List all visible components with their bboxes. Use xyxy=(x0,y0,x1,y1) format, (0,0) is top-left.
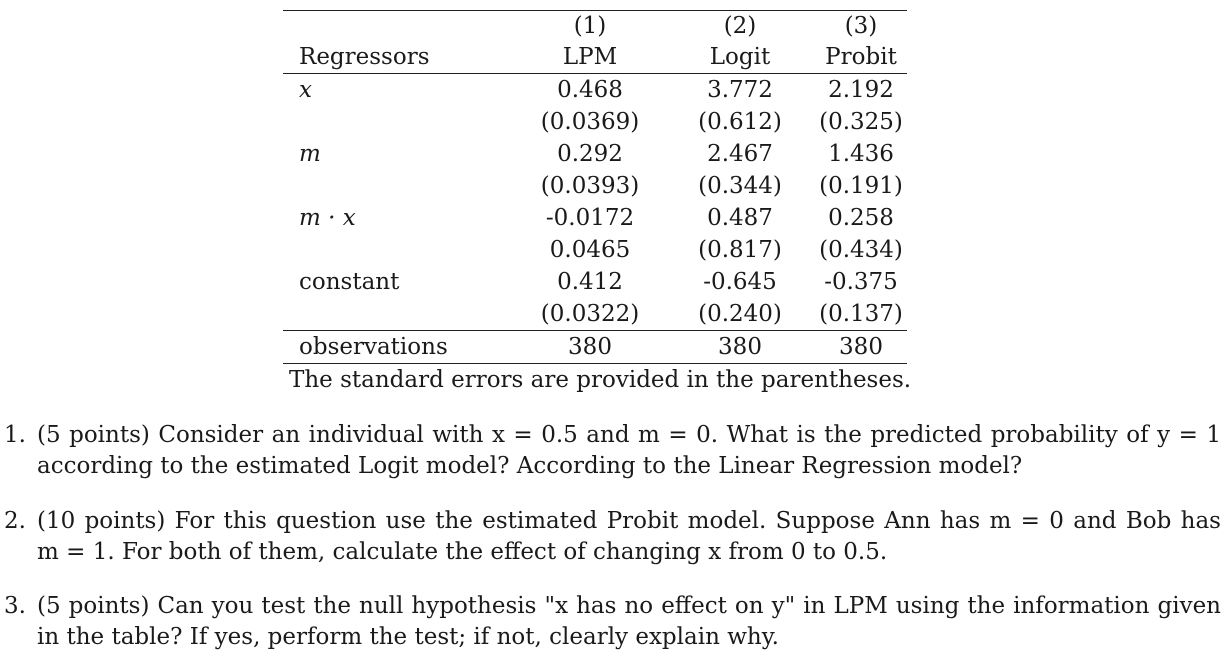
col-number-1: (1) xyxy=(515,10,665,42)
coef-cell: 0.258 xyxy=(828,205,894,231)
regressor-label-constant: constant xyxy=(299,269,400,295)
row-constant-se: (0.0322) (0.240) (0.137) xyxy=(283,298,907,331)
regressors-header: Regressors xyxy=(283,42,515,74)
observations-cell: 380 xyxy=(515,330,665,364)
row-mx-coef: m · x -0.0172 0.487 0.258 xyxy=(283,202,907,234)
question-text-line: in the table? If yes, perform the test; … xyxy=(37,624,779,650)
se-cell: 0.0465 xyxy=(549,237,631,263)
coef-cell: 0.292 xyxy=(557,141,623,167)
col-name-lpm: LPM xyxy=(515,42,665,74)
coef-cell: 0.468 xyxy=(557,77,623,103)
se-cell: (0.344) xyxy=(698,173,782,199)
col-name-logit: Logit xyxy=(665,42,815,74)
se-cell: (0.434) xyxy=(819,237,903,263)
regressor-label-m: m xyxy=(299,141,321,167)
se-cell: (0.137) xyxy=(815,298,907,331)
question-text-line: according to the estimated Logit model? … xyxy=(37,453,1023,479)
blank-cell xyxy=(283,106,515,138)
row-m-coef: m 0.292 2.467 1.436 xyxy=(283,138,907,170)
row-observations: observations 380 380 380 xyxy=(283,330,907,364)
col-name-probit: Probit xyxy=(815,42,907,74)
se-cell: (0.0369) xyxy=(540,109,640,135)
coef-cell: 3.772 xyxy=(707,77,773,103)
observations-label: observations xyxy=(283,330,515,364)
question-text-line: (5 points) Consider an individual with x… xyxy=(37,422,1221,448)
se-cell: (0.0322) xyxy=(515,298,665,331)
blank-cell xyxy=(283,234,515,266)
blank-cell xyxy=(283,298,515,331)
header-row-numbers: (1) (2) (3) xyxy=(283,10,907,42)
question-text-line: (5 points) Can you test the null hypothe… xyxy=(37,593,1221,619)
coef-cell: 2.192 xyxy=(828,77,894,103)
row-constant-coef: constant 0.412 -0.645 -0.375 xyxy=(283,266,907,298)
observations-cell: 380 xyxy=(815,330,907,364)
coef-cell: -0.645 xyxy=(703,269,777,295)
coef-cell: 2.467 xyxy=(707,141,773,167)
se-cell: (0.240) xyxy=(665,298,815,331)
table-note: The standard errors are provided in the … xyxy=(289,367,912,393)
coef-cell: -0.0172 xyxy=(545,205,635,231)
row-mx-se: 0.0465 (0.817) (0.434) xyxy=(283,234,907,266)
question-number: 3. xyxy=(4,593,26,619)
se-cell: (0.612) xyxy=(698,109,782,135)
se-cell: (0.0393) xyxy=(540,173,640,199)
regressor-label-mx: m · x xyxy=(299,205,356,231)
question-text-line: (10 points) For this question use the es… xyxy=(37,508,1221,534)
se-cell: (0.817) xyxy=(698,237,782,263)
coef-cell: -0.375 xyxy=(824,269,898,295)
row-x-se: (0.0369) (0.612) (0.325) xyxy=(283,106,907,138)
se-cell: (0.325) xyxy=(819,109,903,135)
col-number-2: (2) xyxy=(665,10,815,42)
question-text-line: m = 1. For both of them, calculate the e… xyxy=(37,539,888,565)
coef-cell: 0.412 xyxy=(557,269,623,295)
col-number-3: (3) xyxy=(815,10,907,42)
question-number: 1. xyxy=(4,422,26,448)
se-cell: (0.191) xyxy=(819,173,903,199)
coef-cell: 1.436 xyxy=(828,141,894,167)
row-m-se: (0.0393) (0.344) (0.191) xyxy=(283,170,907,202)
regressor-label-x: x xyxy=(299,77,312,103)
regression-table: (1) (2) (3) Regressors LPM Logit Probit … xyxy=(283,10,907,364)
observations-cell: 380 xyxy=(665,330,815,364)
blank-cell xyxy=(283,170,515,202)
coef-cell: 0.487 xyxy=(707,205,773,231)
header-row-names: Regressors LPM Logit Probit xyxy=(283,42,907,74)
header-blank xyxy=(283,10,515,42)
question-number: 2. xyxy=(4,508,26,534)
row-x-coef: x 0.468 3.772 2.192 xyxy=(283,74,907,107)
